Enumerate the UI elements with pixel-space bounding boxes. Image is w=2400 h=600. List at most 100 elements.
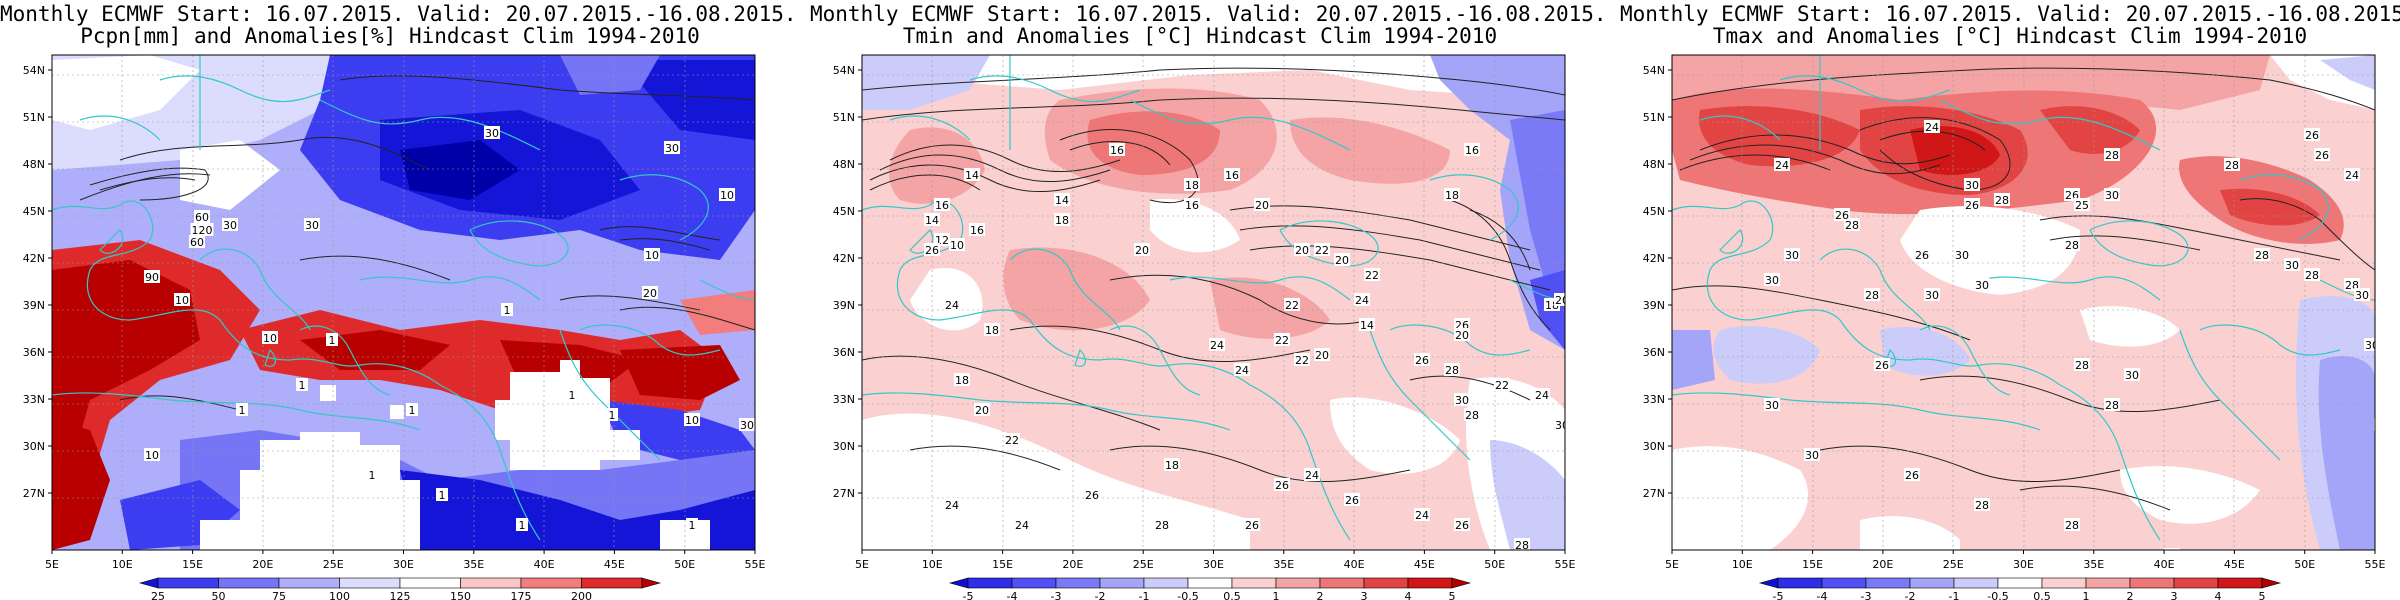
colorbar-label: 5 [1449, 590, 1456, 600]
contour-label: 28 [2064, 518, 2080, 532]
contour-label: 20 [974, 403, 990, 417]
lon-tick-label: 40E [2154, 558, 2175, 571]
colorbar-label: -4 [1007, 590, 1018, 600]
svg-text:90: 90 [145, 271, 159, 284]
colorbar-label: -1 [1949, 590, 1960, 600]
svg-text:28: 28 [1515, 539, 1529, 552]
svg-text:22: 22 [1295, 354, 1309, 367]
svg-text:28: 28 [1445, 364, 1459, 377]
contour-label: 30 [664, 141, 680, 155]
svg-text:30: 30 [2355, 289, 2369, 302]
contour-label: 24 [1209, 338, 1225, 352]
svg-text:28: 28 [2255, 249, 2269, 262]
svg-text:30: 30 [2125, 369, 2139, 382]
contour-label: 20 [1554, 293, 1565, 307]
contour-label: 28 [2384, 298, 2400, 312]
lat-tick-label: 36N [1643, 346, 1665, 359]
lat-tick-label: 30N [833, 440, 855, 453]
lat-tick-label: 30N [1643, 440, 1665, 453]
svg-text:18: 18 [1165, 459, 1179, 472]
svg-text:30: 30 [740, 419, 754, 432]
lon-tick-label: 20E [1872, 558, 1893, 571]
colorbar-label: 200 [571, 590, 592, 600]
colorbar-label: -0.5 [1177, 590, 1198, 600]
lon-tick-label: 15E [992, 558, 1013, 571]
colorbar-segment [2041, 577, 2087, 589]
svg-text:30: 30 [305, 219, 319, 232]
contour-label: 26 [1964, 198, 1980, 212]
contour-label: 28 [2104, 148, 2120, 162]
svg-text:28: 28 [2105, 149, 2119, 162]
svg-text:24: 24 [1305, 469, 1319, 482]
lat-tick-label: 33N [833, 393, 855, 406]
contour-label: 1 [516, 518, 528, 532]
contour-label: 24 [1354, 293, 1370, 307]
contour-label: 20 [642, 286, 658, 300]
contour-label: 14 [924, 213, 940, 227]
colorbar-label: -1 [1139, 590, 1150, 600]
contour-label: 28 [1154, 518, 1170, 532]
lat-tick-label: 39N [1643, 299, 1665, 312]
lat-tick-label: 30N [23, 440, 45, 453]
svg-text:30: 30 [1975, 279, 1989, 292]
lat-tick-label: 33N [23, 393, 45, 406]
contour-label: 30 [1974, 278, 1990, 292]
svg-text:1: 1 [689, 519, 696, 532]
colorbar-label: 3 [1361, 590, 1368, 600]
svg-text:28: 28 [2075, 359, 2089, 372]
panel-title-line2: Pcpn[mm] and Anomalies[%] Hindcast Clim … [80, 24, 700, 48]
contour-label: 20 [1294, 243, 1310, 257]
contour-label: 90 [144, 270, 160, 284]
contour-label: 30 [2284, 258, 2300, 272]
svg-text:16: 16 [935, 199, 949, 212]
svg-text:28: 28 [2105, 399, 2119, 412]
svg-text:22: 22 [1575, 299, 1589, 312]
svg-text:24: 24 [1535, 389, 1549, 402]
colorbar-label: 75 [272, 590, 286, 600]
colorbar-segment [1011, 577, 1057, 589]
svg-text:10: 10 [645, 249, 659, 262]
svg-text:26: 26 [925, 244, 939, 257]
colorbar-segment [218, 577, 280, 589]
contour-label: 28 [2064, 238, 2080, 252]
colorbar-label: 2 [2127, 590, 2134, 600]
lat-tick-label: 42N [833, 252, 855, 265]
contour-label: 28 [2254, 248, 2270, 262]
contour-label: 28 [2224, 158, 2240, 172]
svg-text:24: 24 [1105, 549, 1119, 562]
svg-text:18: 18 [985, 324, 999, 337]
colorbar-label: 3 [2171, 590, 2178, 600]
panel-title-line2: Tmax and Anomalies [°C] Hindcast Clim 19… [1712, 24, 2308, 48]
lon-tick-label: 35E [463, 558, 484, 571]
svg-text:28: 28 [2065, 239, 2079, 252]
lat-tick-label: 51N [1643, 111, 1665, 124]
svg-text:1: 1 [299, 379, 306, 392]
svg-text:10: 10 [765, 274, 779, 287]
tmax-panel: Monthly ECMWF Start: 16.07.2015. Valid: … [1620, 0, 2400, 600]
lat-tick-label: 54N [833, 64, 855, 77]
svg-text:26: 26 [1455, 519, 1469, 532]
lon-tick-label: 5E [45, 558, 59, 571]
svg-text:30: 30 [1805, 449, 1819, 462]
lat-tick-label: 51N [23, 111, 45, 124]
colorbar-label: -4 [1817, 590, 1828, 600]
colorbar-label: -0.5 [1987, 590, 2008, 600]
lat-tick-label: 51N [833, 111, 855, 124]
contour-label: 26 [1874, 358, 1890, 372]
contour-label: 16 [1184, 198, 1200, 212]
contour-label: 1 [501, 303, 513, 317]
colorbar-segment [1865, 577, 1911, 589]
contour-label: 28 [1444, 363, 1460, 377]
contour-label: 20 [1574, 448, 1590, 462]
colorbar-segment [1275, 577, 1321, 589]
svg-text:26: 26 [1575, 369, 1589, 382]
contour-label: 26 [1914, 248, 1930, 262]
svg-text:26: 26 [1875, 359, 1889, 372]
contour-label: 24 [1304, 468, 1320, 482]
lon-tick-label: 10E [112, 558, 133, 571]
svg-text:20: 20 [1335, 254, 1349, 267]
svg-text:18: 18 [1185, 179, 1199, 192]
